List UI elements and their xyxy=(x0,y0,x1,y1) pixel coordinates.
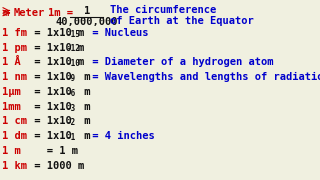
Text: m: m xyxy=(78,87,90,97)
Text: 1 Å: 1 Å xyxy=(2,57,21,68)
Text: 1mm: 1mm xyxy=(2,102,21,112)
Text: -12: -12 xyxy=(67,44,81,53)
Text: = 1x10: = 1x10 xyxy=(28,28,72,38)
Text: m: m xyxy=(78,116,90,127)
Text: 1 m: 1 m xyxy=(2,146,21,156)
Text: -1: -1 xyxy=(67,133,76,142)
Text: The circumference: The circumference xyxy=(110,5,216,15)
Text: = 1 m: = 1 m xyxy=(28,146,78,156)
Text: 1 cm: 1 cm xyxy=(2,116,27,127)
Text: 1m =: 1m = xyxy=(48,8,73,18)
Text: m: m xyxy=(78,102,90,112)
Text: -2: -2 xyxy=(67,118,76,127)
Text: -10: -10 xyxy=(67,59,81,68)
Text: Meter: Meter xyxy=(13,8,44,18)
Text: m: m xyxy=(78,72,90,82)
Text: = Wavelengths and lengths of radiations: = Wavelengths and lengths of radiations xyxy=(86,72,320,82)
Text: = 1x10: = 1x10 xyxy=(28,87,72,97)
Text: m: m xyxy=(78,57,84,68)
Text: 1 nm: 1 nm xyxy=(2,72,27,82)
Text: = 1000 m: = 1000 m xyxy=(28,161,84,171)
Text: 1: 1 xyxy=(84,6,90,16)
Text: 1 fm: 1 fm xyxy=(2,28,27,38)
Text: of Earth at the Equator: of Earth at the Equator xyxy=(110,16,254,26)
Text: = 1x10: = 1x10 xyxy=(28,116,72,127)
Text: 1μm: 1μm xyxy=(2,87,21,97)
Text: -9: -9 xyxy=(67,74,76,83)
Text: = 1x10: = 1x10 xyxy=(28,57,72,68)
Text: -3: -3 xyxy=(67,103,76,112)
Text: = Nucleus: = Nucleus xyxy=(86,28,148,38)
Text: = Diameter of a hydrogen atom: = Diameter of a hydrogen atom xyxy=(86,57,273,68)
Text: m: m xyxy=(78,28,84,38)
Text: = 1x10: = 1x10 xyxy=(28,72,72,82)
Text: = 1x10: = 1x10 xyxy=(28,131,72,141)
Text: m: m xyxy=(78,131,90,141)
Text: -6: -6 xyxy=(67,89,76,98)
Text: = 4 inches: = 4 inches xyxy=(86,131,155,141)
Text: 40,000,000: 40,000,000 xyxy=(56,17,118,28)
Text: m: m xyxy=(78,43,84,53)
Text: 1 km: 1 km xyxy=(2,161,27,171)
Text: = 1x10: = 1x10 xyxy=(28,102,72,112)
Text: -15: -15 xyxy=(67,30,81,39)
Text: 1 dm: 1 dm xyxy=(2,131,27,141)
Text: 1 pm: 1 pm xyxy=(2,43,27,53)
Text: = 1x10: = 1x10 xyxy=(28,43,72,53)
Text: m: m xyxy=(2,8,8,18)
